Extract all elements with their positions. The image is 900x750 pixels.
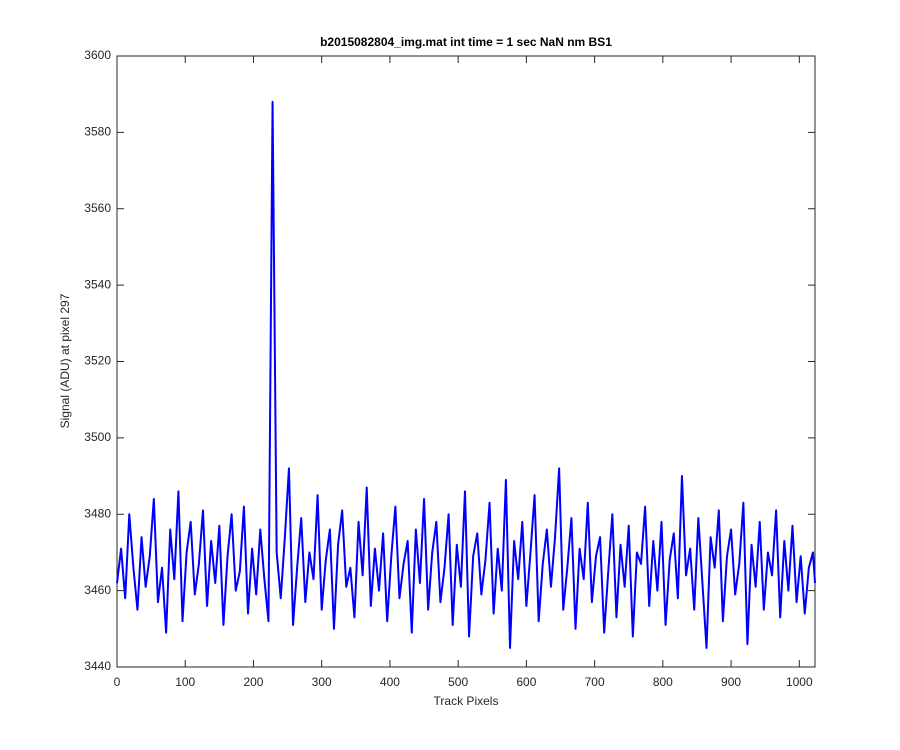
x-tick-label: 300 bbox=[312, 675, 332, 689]
y-tick-label: 3460 bbox=[84, 583, 111, 597]
x-tick-label: 600 bbox=[516, 675, 536, 689]
y-tick-label: 3520 bbox=[84, 354, 111, 368]
y-tick-label: 3540 bbox=[84, 277, 111, 291]
x-tick-label: 800 bbox=[653, 675, 673, 689]
x-tick-label: 900 bbox=[721, 675, 741, 689]
plot-area bbox=[116, 55, 816, 668]
y-tick-label: 3440 bbox=[84, 659, 111, 673]
x-tick-label: 400 bbox=[380, 675, 400, 689]
x-axis-label: Track Pixels bbox=[434, 694, 499, 708]
x-tick-label: 0 bbox=[114, 675, 121, 689]
y-tick-label: 3500 bbox=[84, 430, 111, 444]
y-axis-label: Signal (ADU) at pixel 297 bbox=[58, 293, 72, 428]
y-tick-label: 3580 bbox=[84, 125, 111, 139]
chart-title: b2015082804_img.mat int time = 1 sec NaN… bbox=[320, 35, 612, 49]
data-line bbox=[116, 100, 816, 649]
x-tick-label: 500 bbox=[448, 675, 468, 689]
x-tick-label: 200 bbox=[243, 675, 263, 689]
y-tick-label: 3560 bbox=[84, 201, 111, 215]
x-tick-label: 1000 bbox=[786, 675, 813, 689]
y-tick-label: 3480 bbox=[84, 506, 111, 520]
x-tick-label: 700 bbox=[585, 675, 605, 689]
x-tick-label: 100 bbox=[175, 675, 195, 689]
y-tick-label: 3600 bbox=[84, 48, 111, 62]
